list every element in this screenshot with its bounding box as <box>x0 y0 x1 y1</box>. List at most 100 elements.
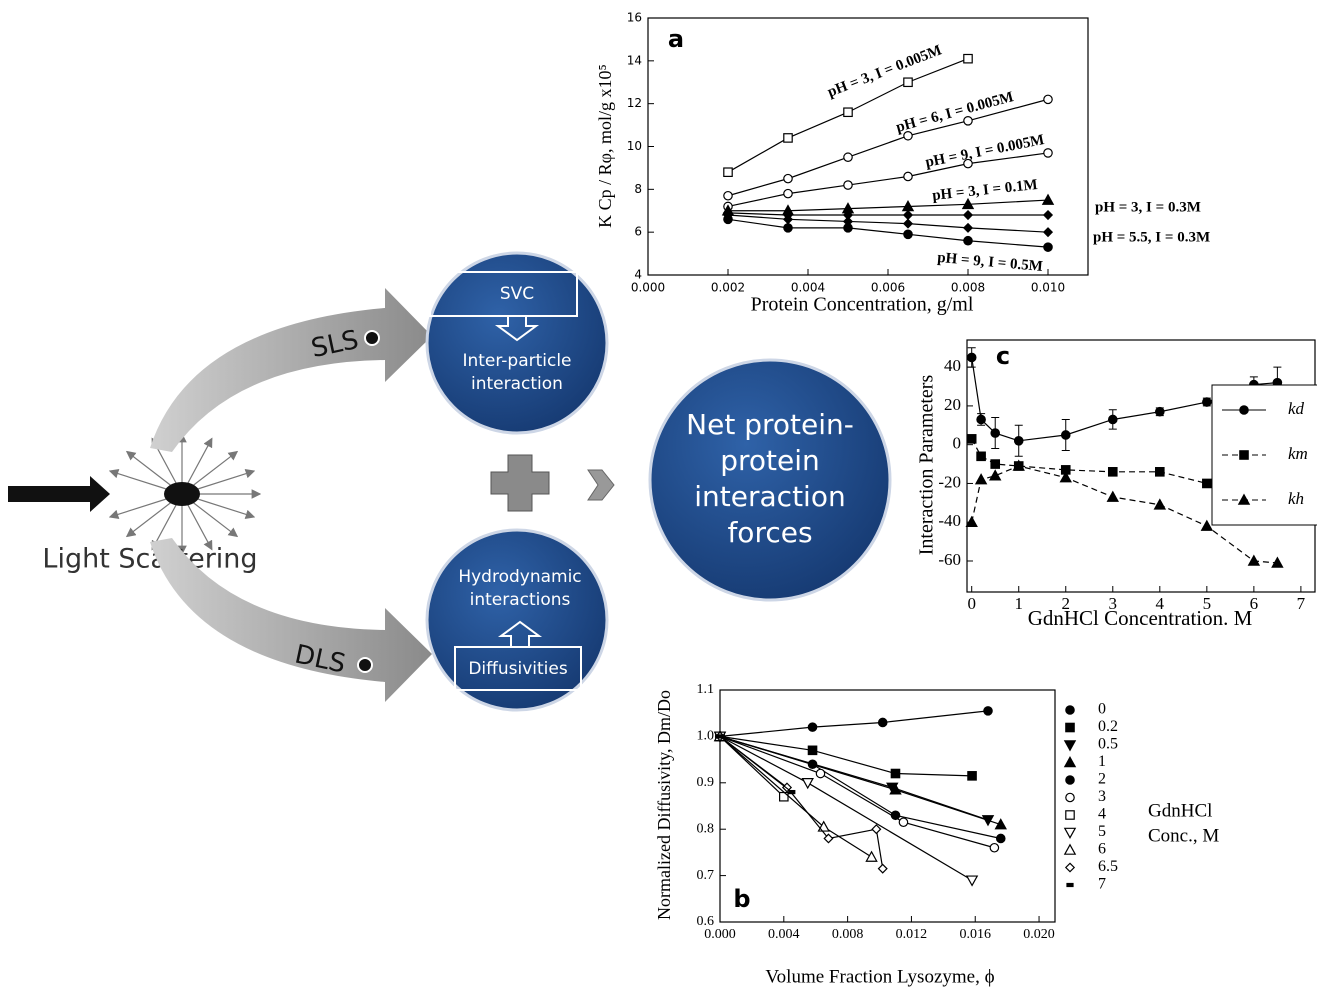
legend-label: kd <box>1288 399 1305 418</box>
result-line: Net protein- <box>686 408 854 441</box>
data-point <box>976 474 986 483</box>
x-axis-label: Volume Fraction Lysozyme, ϕ <box>765 966 994 987</box>
data-point <box>717 735 723 738</box>
figure: Light Scattering SLS DLS SVC Inter-parti… <box>0 0 1317 992</box>
series-line <box>720 736 792 792</box>
data-point <box>990 844 998 852</box>
result-line: interaction <box>694 480 845 513</box>
particle <box>164 482 200 506</box>
plot-frame <box>720 690 1055 922</box>
data-point <box>844 153 852 161</box>
data-point <box>808 723 816 731</box>
data-point <box>968 772 976 780</box>
data-point <box>964 224 972 232</box>
data-point <box>808 760 816 768</box>
data-point <box>808 746 816 754</box>
x-axis-label: GdnHCl Concentration. M <box>1028 606 1253 630</box>
series-line <box>728 200 1048 211</box>
legend-marker <box>1065 741 1075 750</box>
y-axis-label: K Cp / Rφ, mol/g x10⁵ <box>595 64 615 228</box>
legend-marker <box>1066 723 1074 731</box>
data-point <box>879 718 887 726</box>
y-tick-label: 14 <box>627 53 642 67</box>
legend-label: kh <box>1288 489 1304 508</box>
legend-marker <box>1065 845 1075 854</box>
y-axis-label: Normalized Diffusivity, Dm/Do <box>654 690 674 920</box>
data-point <box>891 769 899 777</box>
legend-marker <box>1066 706 1074 714</box>
legend-marker <box>1066 811 1074 819</box>
data-point <box>780 793 788 801</box>
sls-circle-line: interaction <box>471 374 563 394</box>
legend-label: 0.2 <box>1098 718 1118 735</box>
legend-label: 0.5 <box>1098 736 1118 753</box>
legend-marker <box>1066 776 1074 784</box>
series-label: pH = 5.5, I = 0.3M <box>1093 229 1210 245</box>
data-point <box>816 769 824 777</box>
data-point <box>1044 243 1052 251</box>
series-label: pH = 3, I = 0.1M <box>931 177 1038 204</box>
data-point <box>967 876 977 885</box>
x-tick-label: 0.010 <box>1031 281 1065 295</box>
x-tick-label: 0.016 <box>959 927 991 942</box>
data-point <box>1044 149 1052 157</box>
legend-marker <box>1240 451 1248 459</box>
data-point <box>964 237 972 245</box>
data-point <box>904 172 912 180</box>
dls-circle-line: Hydrodynamic <box>458 567 581 587</box>
x-tick-label: 0.008 <box>832 927 864 942</box>
sls-arrow <box>150 288 432 452</box>
y-tick-label: 0 <box>953 434 962 453</box>
x-axis-label: Protein Concentration, g/ml <box>751 294 974 316</box>
data-point <box>1015 437 1023 445</box>
y-tick-label: 4 <box>634 268 642 282</box>
series-line <box>972 439 1207 484</box>
series-label: pH = 3, I = 0.3M <box>1095 199 1201 215</box>
data-point <box>1109 468 1117 476</box>
sls-dot <box>365 331 379 345</box>
data-point <box>996 819 1006 828</box>
data-point <box>991 429 999 437</box>
data-point <box>1203 479 1211 487</box>
result-line: forces <box>727 516 812 549</box>
data-point <box>977 415 985 423</box>
y-tick-label: 6 <box>634 225 642 239</box>
x-tick-label: 7 <box>1297 594 1306 613</box>
legend-marker <box>1065 757 1075 766</box>
legend-label: km <box>1288 444 1308 463</box>
data-point <box>904 78 912 86</box>
y-tick-label: -60 <box>938 550 961 569</box>
y-tick-label: 0.9 <box>697 775 715 790</box>
data-point <box>803 779 813 788</box>
data-point <box>964 211 972 219</box>
y-tick-label: -20 <box>938 472 961 491</box>
legend-label: 2 <box>1098 771 1106 788</box>
x-tick-label: 0.020 <box>1023 927 1055 942</box>
panel-label: c <box>996 342 1010 370</box>
y-tick-label: 40 <box>944 356 961 375</box>
data-point <box>904 219 912 227</box>
legend-title: GdnHCl <box>1148 800 1212 821</box>
legend-marker <box>1065 828 1075 837</box>
data-point <box>968 353 976 361</box>
series-line <box>728 213 1048 215</box>
series-line <box>728 215 1048 232</box>
data-point <box>789 791 795 794</box>
x-tick-label: 0.004 <box>791 281 825 295</box>
x-tick-label: 0.004 <box>768 927 800 942</box>
x-tick-label: 0.008 <box>951 281 985 295</box>
y-tick-label: 0.7 <box>697 868 715 883</box>
series-label: pH = 3, I = 0.005M <box>826 42 945 100</box>
data-point <box>1156 468 1164 476</box>
y-tick-label: -40 <box>938 511 961 530</box>
diffusivities-label: Diffusivities <box>468 659 568 679</box>
data-point <box>844 181 852 189</box>
result-line: protein <box>720 444 820 477</box>
svc-label: SVC <box>500 284 534 304</box>
data-point <box>1155 500 1165 509</box>
data-point <box>872 825 880 833</box>
data-point <box>844 224 852 232</box>
y-tick-label: 10 <box>627 139 642 153</box>
data-point <box>844 108 852 116</box>
data-point <box>784 224 792 232</box>
